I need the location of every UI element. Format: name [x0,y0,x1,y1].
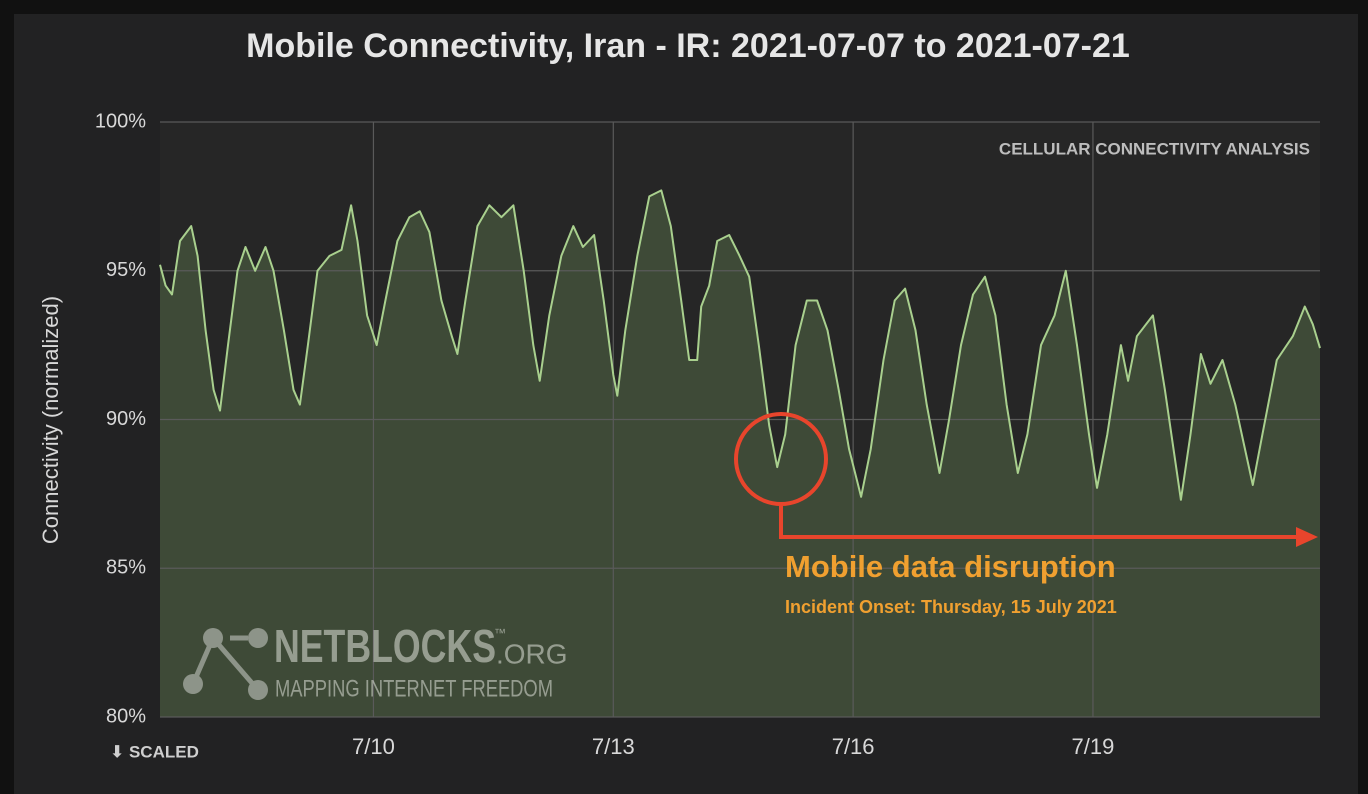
y-tick-label: 85% [106,557,146,579]
area [160,190,1320,717]
logo-name: NETBLOCKS [274,620,496,672]
logo-icon [183,628,268,700]
y-tick-label: 100% [95,110,146,132]
x-tick-label: 7/10 [352,734,395,759]
area-layer [160,190,1320,717]
y-tick-label: 95% [106,259,146,281]
annotation-subtitle: Incident Onset: Thursday, 15 July 2021 [785,597,1117,617]
y-axis-label: Connectivity (normalized) [38,296,63,544]
watermark: NETBLOCKS ™ .ORG MAPPING INTERNET FREEDO… [183,620,568,702]
line-layer [159,189,1321,501]
line [159,189,1321,501]
corner-note: CELLULAR CONNECTIVITY ANALYSIS [999,139,1310,158]
logo-suffix: .ORG [496,638,568,669]
x-tick-label: 7/13 [592,734,635,759]
arrow-head [1296,527,1318,547]
chart-title: Mobile Connectivity, Iran - IR: 2021-07-… [246,27,1130,65]
text-layer: Mobile Connectivity, Iran - IR: 2021-07-… [38,27,1310,762]
x-tick-label: 7/19 [1072,734,1115,759]
logo-tagline: MAPPING INTERNET FREEDOM [275,675,553,702]
annotation-title: Mobile data disruption [785,549,1116,584]
y-tick-label: 80% [106,705,146,727]
scale-note: ⬇ SCALED [110,742,199,761]
logo-tm: ™ [494,626,506,640]
x-tick-label: 7/16 [832,734,875,759]
y-tick-label: 90% [106,408,146,430]
grid-layer [160,121,1320,718]
highlight-arrow [779,504,1300,539]
highlight [734,412,1318,547]
